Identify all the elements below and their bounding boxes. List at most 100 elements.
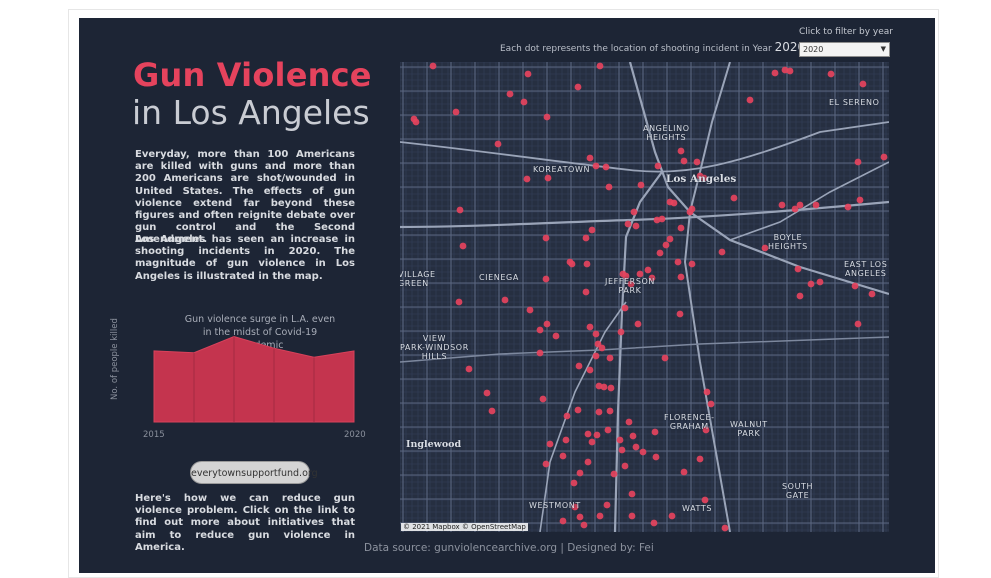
incident-dot[interactable] (536, 349, 544, 357)
incident-dot[interactable] (583, 260, 591, 268)
incident-dot[interactable] (851, 282, 859, 290)
incident-dot[interactable] (604, 426, 612, 434)
incident-dot[interactable] (854, 158, 862, 166)
incident-dot[interactable] (807, 280, 815, 288)
incident-dot[interactable] (632, 443, 640, 451)
incident-dot[interactable] (651, 428, 659, 436)
incident-dot[interactable] (465, 365, 473, 373)
incident-dot[interactable] (566, 258, 574, 266)
shooting-map[interactable]: ANGELINO HEIGHTS EL SERENO KOREATOWN Los … (400, 62, 889, 532)
incident-dot[interactable] (786, 67, 794, 75)
incident-dot[interactable] (639, 448, 647, 456)
incident-dot[interactable] (662, 241, 670, 249)
incident-dot[interactable] (644, 266, 652, 274)
incident-dot[interactable] (542, 460, 550, 468)
incident-dot[interactable] (592, 162, 600, 170)
incident-dot[interactable] (628, 512, 636, 520)
incident-dot[interactable] (586, 323, 594, 331)
incident-dot[interactable] (625, 418, 633, 426)
incident-dot[interactable] (596, 62, 604, 70)
incident-dot[interactable] (718, 248, 726, 256)
incident-dot[interactable] (859, 80, 867, 88)
incident-dot[interactable] (701, 496, 709, 504)
incident-dot[interactable] (606, 354, 614, 362)
incident-dot[interactable] (746, 96, 754, 104)
map-attribution[interactable]: © 2021 Mapbox © OpenStreetMap (401, 523, 528, 531)
incident-dot[interactable] (677, 147, 685, 155)
incident-dot[interactable] (586, 366, 594, 374)
incident-dot[interactable] (546, 440, 554, 448)
incident-dot[interactable] (588, 226, 596, 234)
incident-dot[interactable] (571, 503, 579, 511)
incident-dot[interactable] (668, 512, 676, 520)
incident-dot[interactable] (636, 270, 644, 278)
incident-dot[interactable] (592, 352, 600, 360)
incident-dot[interactable] (506, 90, 514, 98)
incident-dot[interactable] (488, 407, 496, 415)
incident-dot[interactable] (501, 296, 509, 304)
incident-dot[interactable] (593, 431, 601, 439)
incident-dot[interactable] (796, 292, 804, 300)
incident-dot[interactable] (574, 83, 582, 91)
incident-dot[interactable] (621, 462, 629, 470)
incident-dot[interactable] (574, 406, 582, 414)
incident-dot[interactable] (520, 98, 528, 106)
incident-dot[interactable] (543, 113, 551, 121)
incident-dot[interactable] (570, 479, 578, 487)
incident-dot[interactable] (412, 118, 420, 126)
incident-dot[interactable] (676, 310, 684, 318)
incident-dots[interactable] (410, 62, 888, 532)
incident-dot[interactable] (621, 304, 629, 312)
incident-dot[interactable] (854, 320, 862, 328)
incident-dot[interactable] (654, 162, 662, 170)
incident-dot[interactable] (456, 206, 464, 214)
incident-dot[interactable] (595, 408, 603, 416)
incident-dot[interactable] (624, 220, 632, 228)
incident-dot[interactable] (856, 196, 864, 204)
incident-dot[interactable] (628, 490, 636, 498)
incident-dot[interactable] (880, 153, 888, 161)
incident-dot[interactable] (552, 332, 560, 340)
incident-dot[interactable] (582, 234, 590, 242)
incident-dot[interactable] (702, 426, 710, 434)
incident-dot[interactable] (721, 524, 729, 532)
incident-dot[interactable] (703, 388, 711, 396)
incident-dot[interactable] (696, 455, 704, 463)
incident-dot[interactable] (559, 452, 567, 460)
incident-dot[interactable] (670, 199, 678, 207)
incident-dot[interactable] (544, 174, 552, 182)
incident-dot[interactable] (542, 234, 550, 242)
incident-dot[interactable] (536, 326, 544, 334)
incident-dot[interactable] (650, 519, 658, 527)
incident-dot[interactable] (730, 194, 738, 202)
incident-dot[interactable] (661, 354, 669, 362)
incident-dot[interactable] (827, 70, 835, 78)
incident-dot[interactable] (761, 244, 769, 252)
incident-dot[interactable] (677, 273, 685, 281)
incident-dot[interactable] (648, 274, 656, 282)
incident-dot[interactable] (796, 201, 804, 209)
incident-dot[interactable] (771, 69, 779, 77)
incident-dot[interactable] (588, 438, 596, 446)
incident-dot[interactable] (452, 108, 460, 116)
incident-dot[interactable] (688, 205, 696, 213)
incident-dot[interactable] (627, 280, 635, 288)
incident-dot[interactable] (630, 208, 638, 216)
incident-dot[interactable] (618, 446, 626, 454)
incident-dot[interactable] (483, 389, 491, 397)
incident-dot[interactable] (523, 175, 531, 183)
incident-dot[interactable] (562, 436, 570, 444)
incident-dot[interactable] (602, 163, 610, 171)
incident-dot[interactable] (637, 181, 645, 189)
incident-dot[interactable] (580, 521, 588, 529)
incident-dot[interactable] (677, 224, 685, 232)
incident-dot[interactable] (603, 501, 611, 509)
incident-dot[interactable] (429, 62, 437, 70)
incident-dot[interactable] (656, 249, 664, 257)
incident-dot[interactable] (707, 400, 715, 408)
incident-dot[interactable] (586, 154, 594, 162)
incident-dot[interactable] (652, 453, 660, 461)
incident-dot[interactable] (634, 320, 642, 328)
incident-dot[interactable] (794, 265, 802, 273)
incident-dot[interactable] (778, 201, 786, 209)
